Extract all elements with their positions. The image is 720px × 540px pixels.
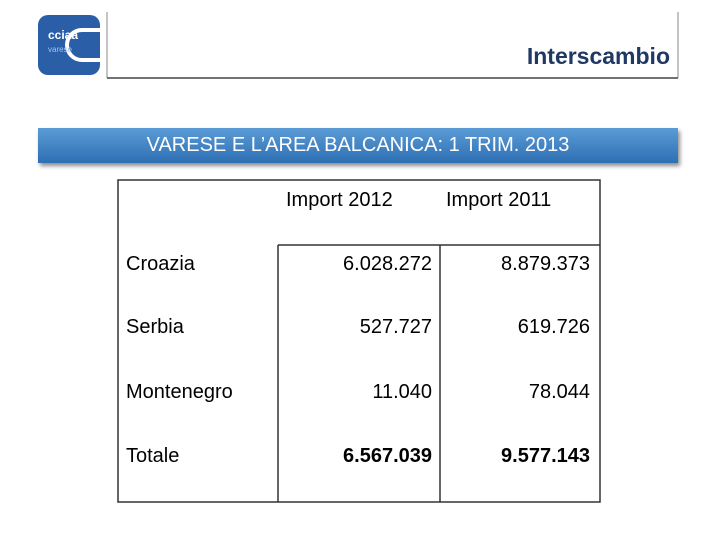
table-value: 619.726 (517, 316, 590, 338)
logo-text: cciaa (48, 28, 78, 42)
column-header: Import 2012 (286, 189, 393, 211)
table-value: 9.577.143 (501, 445, 590, 467)
section-banner: VARESE E L’AREA BALCANICA: 1 TRIM. 2013 (38, 128, 678, 163)
column-header: Import 2011 (446, 189, 552, 211)
row-label: Croazia (126, 253, 195, 275)
logo-subtext: varese (48, 45, 73, 54)
table-value: 11.040 (372, 381, 432, 403)
row-label: Serbia (126, 316, 184, 338)
logo-shape (65, 28, 100, 62)
row-label: Montenegro (126, 381, 233, 403)
table-value: 78.044 (528, 381, 590, 403)
table-value: 6.567.039 (343, 445, 432, 467)
table-value: 8.879.373 (501, 253, 590, 275)
table-border (117, 179, 601, 503)
table-value: 527.727 (359, 316, 432, 338)
row-label: Totale (126, 445, 180, 467)
table-value: 6.028.272 (343, 253, 432, 275)
header-title: Interscambio (527, 43, 670, 69)
